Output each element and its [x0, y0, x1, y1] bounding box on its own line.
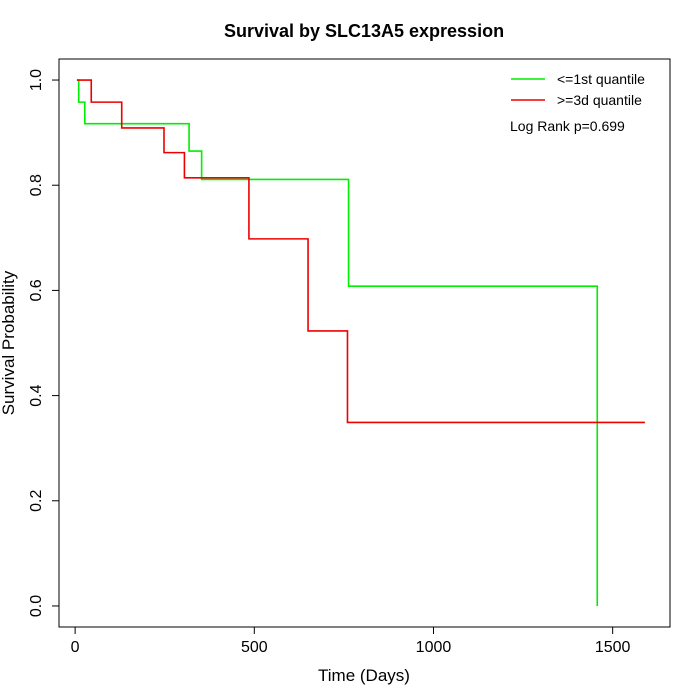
plot-frame [58, 58, 671, 628]
series-line-high-quantile [76, 79, 645, 424]
y-tick-label: 0.6 [28, 279, 45, 301]
legend: <=1st quantile >=3d quantile [511, 71, 645, 108]
x-axis-label: Time (Days) [318, 666, 410, 685]
series-line-low-quantile [76, 79, 599, 606]
x-tick-label: 1000 [416, 639, 452, 656]
y-tick-label: 1.0 [28, 69, 45, 91]
x-tick-label: 0 [71, 639, 80, 656]
legend-label: <=1st quantile [557, 71, 645, 87]
y-tick-label: 0.0 [28, 595, 45, 617]
legend-label: >=3d quantile [557, 92, 642, 108]
y-tick-label: 0.4 [28, 384, 45, 406]
series-layer [76, 79, 645, 606]
logrank-annotation: Log Rank p=0.699 [510, 118, 625, 134]
y-tick-label: 0.2 [28, 490, 45, 512]
x-tick-label: 500 [241, 639, 268, 656]
x-tick-label: 1500 [595, 639, 631, 656]
y-axis: 0.0 0.2 0.4 0.6 0.8 1.0 [28, 69, 60, 617]
chart-title: Survival by SLC13A5 expression [224, 21, 504, 41]
x-axis: 0 500 1000 1500 [71, 626, 631, 656]
y-axis-label: Survival Probability [0, 270, 18, 415]
y-tick-label: 0.8 [28, 174, 45, 196]
